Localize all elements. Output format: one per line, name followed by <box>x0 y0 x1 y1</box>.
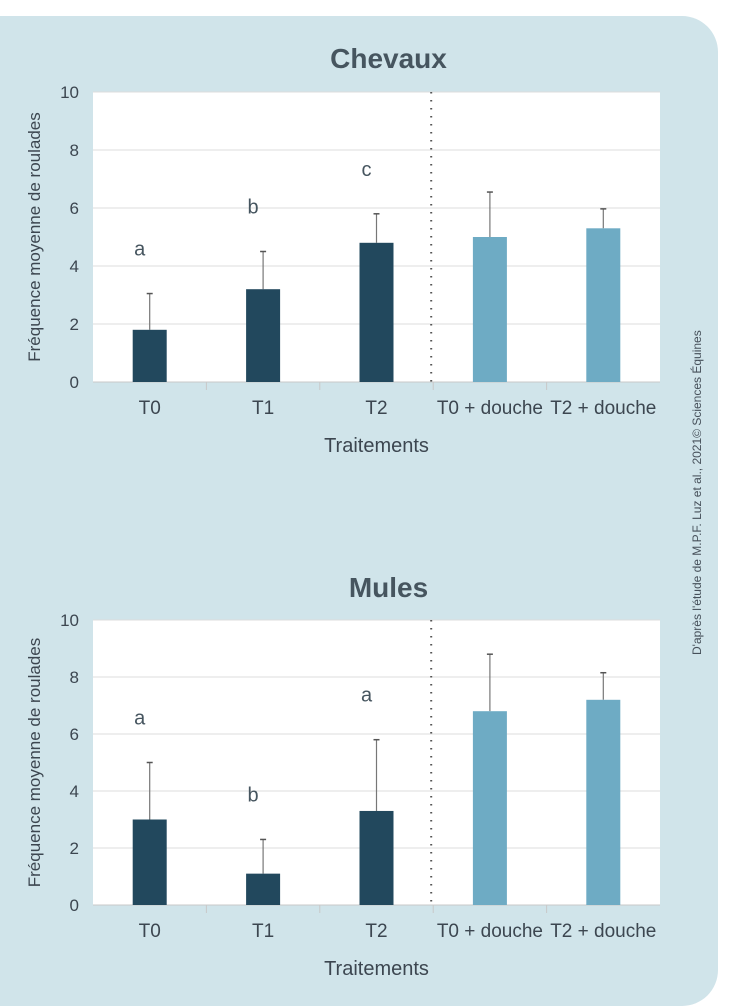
bar-t1 <box>246 289 281 382</box>
x-tick-label: T2 <box>365 398 387 419</box>
y-tick-label: 2 <box>70 839 79 858</box>
x-tick-label: T2 + douche <box>550 398 656 419</box>
x-axis-label: Traitements <box>324 958 429 980</box>
bar-t0-douche <box>472 237 507 382</box>
bar-t2 <box>359 810 394 905</box>
y-tick-label: 10 <box>60 611 79 630</box>
significance-letter: a <box>134 239 146 261</box>
x-tick-label: T1 <box>252 921 274 942</box>
x-tick-label: T1 <box>252 398 274 419</box>
chart-title: Chevaux <box>330 43 447 74</box>
y-tick-label: 4 <box>70 782 79 801</box>
bar-t1 <box>246 873 281 905</box>
significance-letter: b <box>248 197 259 219</box>
x-tick-label: T0 + douche <box>437 921 543 942</box>
y-tick-label: 8 <box>70 668 79 687</box>
bar-t2-douche <box>586 699 621 905</box>
significance-letter: b <box>248 784 259 806</box>
bar-t2 <box>359 242 394 382</box>
y-axis-label: Fréquence moyenne de roulades <box>25 638 44 888</box>
bar-t0 <box>132 819 167 905</box>
significance-letter: a <box>361 685 373 707</box>
x-tick-label: T0 <box>139 398 161 419</box>
bar-t0-douche <box>472 711 507 905</box>
y-axis-label: Fréquence moyenne de roulades <box>25 112 44 362</box>
x-tick-label: T0 + douche <box>437 398 543 419</box>
y-tick-label: 6 <box>70 725 79 744</box>
y-tick-label: 0 <box>70 373 79 392</box>
credit-text: D'après l'étude de M.P.F. Luz et al., 20… <box>690 330 704 655</box>
bar-t2-douche <box>586 228 621 382</box>
y-tick-label: 10 <box>60 83 79 102</box>
x-axis-label: Traitements <box>324 435 429 457</box>
x-tick-label: T0 <box>139 921 161 942</box>
chart-title: Mules <box>349 572 428 603</box>
y-tick-label: 4 <box>70 257 79 276</box>
y-tick-label: 0 <box>70 896 79 915</box>
y-tick-label: 8 <box>70 141 79 160</box>
y-tick-label: 2 <box>70 315 79 334</box>
significance-letter: c <box>362 159 372 181</box>
y-tick-label: 6 <box>70 199 79 218</box>
significance-letter: a <box>134 708 146 730</box>
x-tick-label: T2 <box>365 921 387 942</box>
x-tick-label: T2 + douche <box>550 921 656 942</box>
bar-t0 <box>132 329 167 382</box>
